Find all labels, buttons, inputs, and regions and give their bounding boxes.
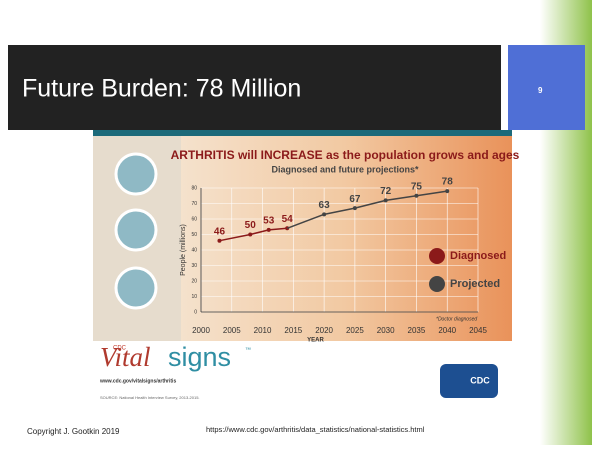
page-box — [508, 45, 585, 130]
x-tick-label: 2030 — [377, 326, 395, 335]
brand-b: signs — [168, 342, 231, 372]
x-tick-label: 2010 — [254, 326, 272, 335]
hip-icon — [116, 210, 156, 250]
brand-a: Vital — [100, 342, 151, 372]
point — [267, 228, 271, 232]
point — [322, 212, 326, 216]
x-tick-label: 2015 — [284, 326, 302, 335]
point — [353, 206, 357, 210]
value-label: 72 — [380, 186, 392, 197]
x-tick-label: 2025 — [346, 326, 364, 335]
x-tick-label: 2035 — [408, 326, 426, 335]
value-label: 46 — [214, 226, 226, 237]
x-axis-label: YEAR — [307, 338, 324, 344]
brand-url: www.cdc.gov/vitalsigns/arthritis — [99, 378, 176, 384]
x-tick-label: 2045 — [469, 326, 487, 335]
point — [445, 189, 449, 193]
y-tick-label: 20 — [191, 278, 197, 284]
knee-icon — [116, 154, 156, 194]
y-tick-label: 80 — [191, 185, 197, 191]
source: SOURCE: National Health Interview Survey… — [100, 395, 200, 400]
page-number: 9 — [538, 86, 543, 95]
page: {"slide":{"title":"Future Burden: 78 Mil… — [0, 0, 592, 445]
point — [217, 239, 221, 243]
chart-title: ARTHRITIS will INCREASE as the populatio… — [171, 148, 520, 162]
slide: Future Burden: 78 Million 9 *Doctor diag… — [0, 0, 592, 445]
legend-label: Diagnosed — [450, 250, 506, 262]
hand-icon — [116, 268, 156, 308]
y-tick-label: 30 — [191, 263, 197, 269]
legend-swatch — [429, 276, 445, 292]
value-label: 50 — [245, 220, 257, 231]
x-tick-label: 2000 — [192, 326, 210, 335]
point — [248, 233, 252, 237]
chart-note: *Doctor diagnosed — [436, 316, 477, 322]
y-tick-label: 50 — [191, 232, 197, 238]
cdc-logo-text: CDC — [470, 375, 490, 385]
footer-right: https://www.cdc.gov/arthritis/data_stati… — [206, 425, 425, 434]
point — [384, 198, 388, 202]
x-tick-label: 2040 — [438, 326, 456, 335]
y-tick-label: 60 — [191, 216, 197, 222]
value-label: 54 — [282, 214, 294, 225]
y-tick-label: 10 — [191, 294, 197, 300]
x-tick-label: 2005 — [223, 326, 241, 335]
slide-title: Future Burden: 78 Million — [22, 75, 301, 103]
value-label: 53 — [263, 215, 275, 226]
chart-subtitle: Diagnosed and future projections* — [271, 164, 419, 174]
value-label: 78 — [442, 177, 454, 188]
x-tick-label: 2020 — [315, 326, 333, 335]
legend-swatch — [429, 248, 445, 264]
point — [414, 194, 418, 198]
image-band — [93, 130, 512, 136]
value-label: 75 — [411, 181, 423, 192]
brand-tm: ™ — [245, 347, 251, 354]
y-axis-label: People (millions) — [180, 224, 187, 276]
y-tick-label: 70 — [191, 201, 197, 207]
y-tick-label: 0 — [194, 309, 197, 315]
value-label: 67 — [349, 194, 361, 205]
y-tick-label: 40 — [191, 247, 197, 253]
legend-label: Projected — [450, 278, 500, 290]
value-label: 63 — [319, 200, 331, 211]
footer-left: Copyright J. Gootkin 2019 — [27, 427, 120, 436]
